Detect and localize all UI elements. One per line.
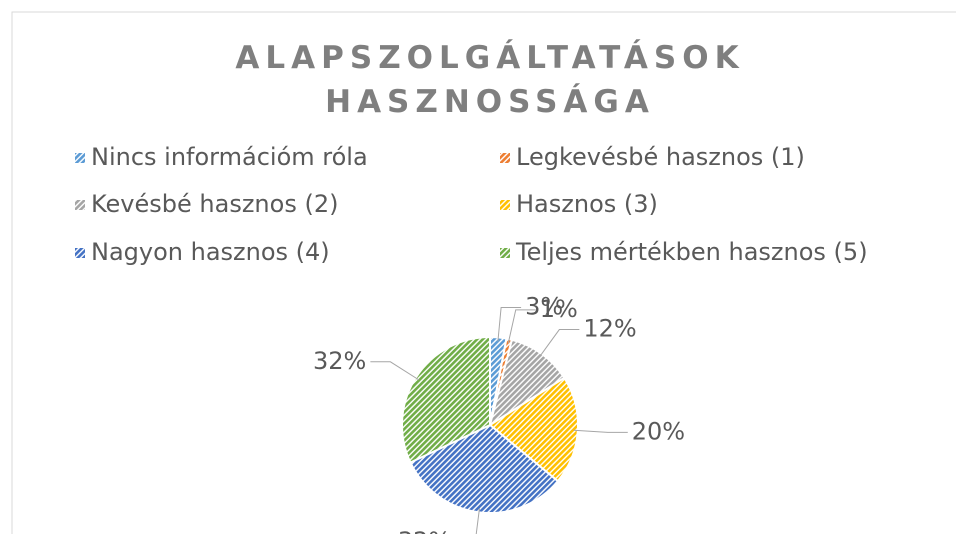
data-label: 12% (583, 315, 636, 343)
leader-line (538, 329, 580, 358)
legend-marker (500, 153, 510, 163)
legend-marker (75, 200, 85, 210)
chart-border (11, 11, 956, 534)
legend-label: Nagyon hasznos (4) (91, 238, 330, 266)
legend-label: Hasznos (3) (516, 190, 658, 218)
data-label: 20% (632, 417, 685, 445)
legend-marker (500, 200, 510, 210)
data-label: 3% (525, 293, 563, 321)
data-label: 32% (313, 347, 366, 375)
data-label: 32% (398, 527, 451, 534)
leader-line (507, 309, 536, 344)
leader-line (497, 307, 522, 342)
legend-label: Legkevésbé hasznos (1) (516, 143, 805, 171)
data-label: 1% (540, 295, 578, 323)
legend-label: Teljes mértékben hasznos (5) (515, 238, 868, 266)
legend-label: Nincs információm róla (91, 143, 368, 171)
legend-marker (500, 248, 510, 258)
leader-line (573, 429, 628, 433)
legend-marker (75, 248, 85, 258)
legend-label: Kevésbé hasznos (2) (91, 190, 338, 218)
leader-line (475, 508, 480, 534)
leader-line (370, 361, 420, 381)
chart-title: ALAPSZOLGÁLTATÁSOK HASZNOSSÁGA (235, 40, 745, 120)
legend-marker (75, 153, 85, 163)
